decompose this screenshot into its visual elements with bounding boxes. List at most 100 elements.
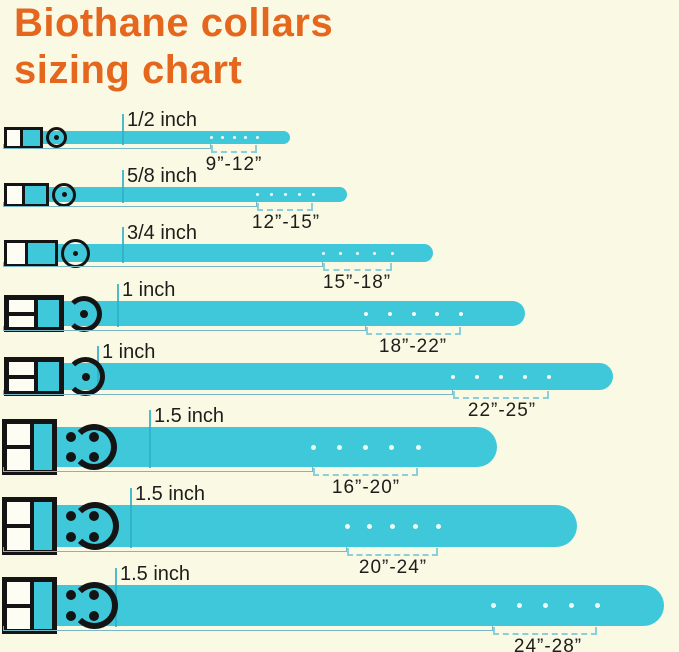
buckle-strap [22, 129, 40, 146]
buckle-cell [7, 449, 30, 470]
buckle-cell [7, 607, 30, 629]
range-bracket [313, 468, 418, 476]
buckle-strap [24, 185, 46, 204]
length-bracket [3, 626, 493, 631]
collar-hole [297, 193, 301, 196]
length-bracket [3, 390, 453, 395]
buckle-cell [7, 528, 30, 550]
range-bracket [347, 548, 438, 556]
size-range-label: 24”-28” [513, 636, 583, 652]
width-tick [122, 227, 124, 263]
rivet-dot [66, 452, 76, 462]
collar-hole [321, 251, 325, 255]
ring-pin-dot [73, 250, 78, 256]
buckle-frame [2, 577, 57, 634]
width-tick [122, 170, 124, 203]
collar-hole [594, 603, 600, 608]
collar-hole [435, 311, 440, 316]
buckle-cell [9, 300, 34, 316]
width-tick [117, 284, 119, 327]
o-ring-icon [52, 182, 76, 207]
collar-hole [209, 136, 213, 139]
buckle-slot [7, 129, 23, 146]
buckle-strap [33, 502, 52, 550]
collar-hole [459, 311, 463, 316]
size-range-label: 16”-20” [331, 477, 401, 498]
buckle-frame [2, 497, 57, 555]
collar-hole [523, 374, 527, 379]
buckle-strap [38, 300, 59, 327]
d-ring-icon [71, 424, 117, 470]
buckle-strap [38, 362, 59, 391]
length-bracket [3, 547, 347, 552]
ring-pin-dot [80, 309, 88, 318]
rivet-dot [66, 432, 76, 442]
collar-hole [542, 603, 548, 608]
collar-hole [344, 523, 350, 529]
collar-hole [490, 603, 496, 608]
buckle-slot [7, 185, 25, 204]
collar-bar [6, 363, 613, 390]
width-label: 1.5 inch [135, 483, 206, 505]
collar-bar [6, 131, 290, 144]
collar-hole [221, 136, 224, 139]
collar-hole [411, 311, 416, 316]
buckle-strap [33, 424, 52, 470]
buckle-slot [7, 242, 29, 264]
page-title: Biothane collars sizing chart [14, 0, 333, 94]
rivet-dot [66, 510, 76, 521]
collar-hole [244, 136, 247, 139]
title-line1: Biothane collars [14, 1, 334, 45]
collar-hole [311, 193, 315, 196]
collar-hole [373, 251, 377, 255]
ring-pin-dot [81, 372, 90, 381]
buckle-slot [7, 502, 34, 550]
ring-pin-dot [54, 135, 59, 140]
buckle-slot [7, 424, 34, 470]
width-label: 1 inch [122, 279, 176, 301]
d-ring-icon [71, 502, 119, 550]
buckle-strap [28, 242, 55, 264]
collar-hole [364, 311, 368, 316]
width-label: 1/2 inch [127, 109, 198, 131]
length-bracket [3, 467, 313, 472]
buckle-slot [9, 300, 38, 327]
buckle-frame [4, 126, 43, 149]
width-tick [130, 488, 132, 548]
buckle-cell [7, 582, 30, 608]
rivet-dot [66, 610, 76, 621]
length-bracket [3, 326, 366, 331]
collar-hole [232, 136, 236, 139]
collar-hole [390, 251, 394, 255]
collar-hole [338, 251, 342, 255]
range-bracket [493, 627, 597, 635]
collar-hole [336, 444, 342, 450]
buckle-cell [7, 502, 30, 528]
collar-hole [415, 444, 421, 450]
rivet-dot [66, 590, 76, 601]
collar-bar [6, 187, 347, 202]
collar-hole [363, 444, 368, 450]
collar-hole [255, 136, 259, 139]
collar-bar [6, 244, 433, 262]
rivet-dot [66, 531, 76, 542]
collar-hole [269, 193, 273, 196]
collar-hole [547, 374, 551, 379]
range-bracket [366, 327, 461, 335]
d-ring-icon [71, 582, 118, 629]
buckle-frame [4, 239, 58, 267]
length-bracket [3, 144, 211, 149]
size-range-label: 12”-15” [251, 212, 321, 233]
d-ring-icon [66, 357, 105, 396]
range-bracket [453, 391, 549, 399]
width-label: 3/4 inch [127, 222, 198, 244]
collar-hole [387, 311, 392, 316]
buckle-frame [4, 357, 64, 396]
buckle-slot [7, 582, 34, 629]
collar-hole [516, 603, 522, 608]
buckle-slot [9, 362, 38, 391]
width-tick [149, 410, 151, 468]
length-bracket [3, 202, 257, 207]
collar-hole [390, 523, 395, 529]
